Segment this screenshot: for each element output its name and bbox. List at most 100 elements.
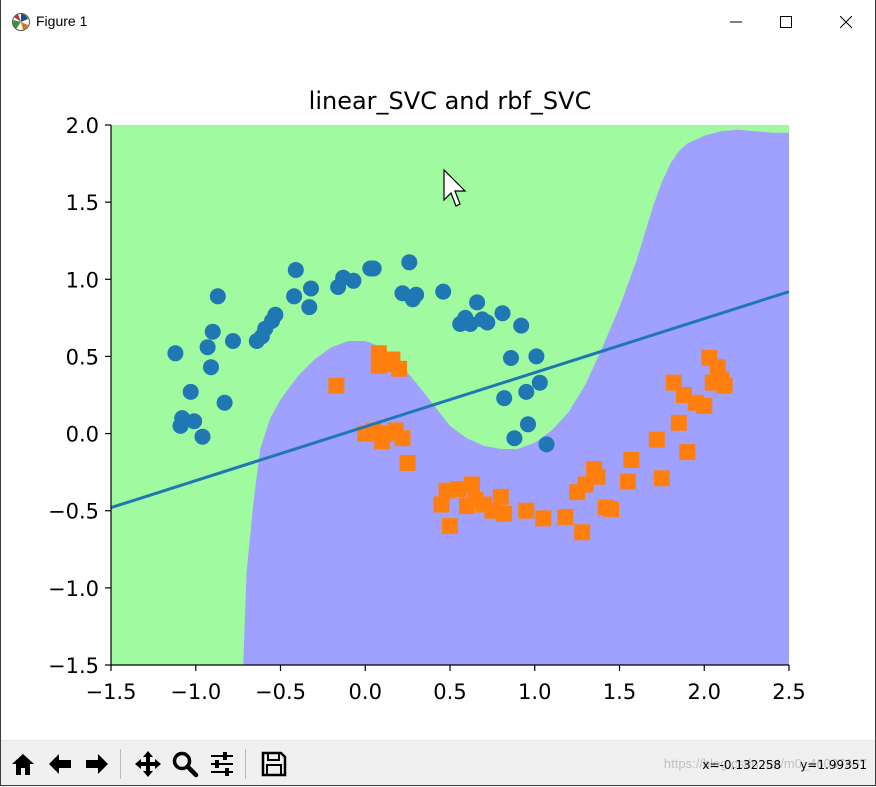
class-1-point (623, 451, 640, 468)
class-0-point (513, 317, 530, 334)
minimize-icon (730, 21, 742, 23)
x-tick-label: −0.5 (255, 680, 306, 704)
configure-subplots-button[interactable] (206, 748, 238, 780)
y-tick-label: 1.5 (66, 191, 99, 215)
class-0-point (204, 323, 221, 340)
class-0-point (496, 390, 513, 407)
zoom-button[interactable] (169, 748, 201, 780)
class-0-point (494, 305, 511, 322)
navigation-toolbar: https://blog.csdn.net/m0_46037687 x=-0.1… (1, 740, 875, 785)
x-tick-label: 0.0 (349, 680, 382, 704)
class-1-point (518, 502, 535, 519)
class-0-point (303, 280, 319, 297)
class-1-point (679, 444, 696, 461)
class-0-point (167, 345, 184, 362)
class-0-point (538, 436, 555, 453)
region-class-1 (243, 129, 789, 665)
class-1-point (620, 473, 636, 490)
class-1-point (450, 481, 467, 498)
class-1-point (648, 431, 665, 448)
class-0-point (182, 383, 199, 400)
x-tick-label: 2.5 (772, 680, 805, 704)
forward-button[interactable] (81, 748, 113, 780)
chart-plot[interactable]: linear_SVC and rbf_SVC −1.5 −1.0 −0.5 0.0 0.… (1, 40, 875, 740)
class-1-point (394, 430, 411, 447)
class-0-point (506, 430, 523, 447)
class-0-point (408, 286, 425, 303)
class-1-point (492, 488, 509, 505)
title-bar[interactable]: Figure 1 (1, 2, 875, 40)
class-0-point (203, 359, 219, 376)
mouse-cursor-icon (443, 168, 467, 207)
x-tick-label: 1.0 (518, 680, 551, 704)
class-1-point (557, 508, 574, 525)
maximize-button[interactable] (763, 4, 809, 40)
class-0-point (435, 283, 452, 300)
matplotlib-logo-icon (12, 13, 30, 31)
class-0-point (186, 413, 203, 430)
arrow-left-icon (49, 754, 71, 774)
class-1-point (696, 397, 713, 414)
floppy-disk-icon (261, 751, 287, 777)
x-tick-label: −1.0 (170, 680, 221, 704)
x-tick-label: 1.5 (603, 680, 636, 704)
maximize-icon (780, 16, 792, 28)
class-0-point (199, 339, 216, 356)
class-1-point (716, 377, 733, 394)
window-title: Figure 1 (36, 13, 88, 29)
arrow-right-icon (86, 754, 108, 774)
class-0-point (194, 428, 211, 445)
class-0-point (287, 262, 304, 278)
class-1-point (589, 468, 606, 485)
cursor-coordinates: x=-0.132258 y=1.99351 (702, 758, 867, 772)
class-1-point (709, 359, 726, 376)
back-button[interactable] (44, 748, 76, 780)
class-1-point (574, 524, 591, 541)
class-0-point (503, 350, 519, 366)
class-1-point (399, 454, 416, 471)
toolbar-separator (120, 749, 121, 779)
class-0-point (286, 288, 303, 305)
save-button[interactable] (258, 748, 290, 780)
sliders-icon (211, 752, 233, 776)
class-1-point (670, 414, 687, 431)
class-0-point (518, 383, 535, 400)
class-0-point (520, 416, 536, 433)
class-0-point (301, 299, 318, 316)
home-button[interactable] (7, 748, 39, 780)
class-1-point (442, 518, 458, 535)
class-1-point (464, 476, 480, 493)
class-0-point (528, 348, 545, 365)
move-icon (135, 751, 161, 777)
class-0-point (209, 288, 226, 305)
class-1-point (653, 470, 670, 487)
y-tick-label: 0.0 (66, 423, 99, 447)
y-tick-label: −0.5 (48, 500, 99, 524)
class-0-point (401, 254, 418, 271)
class-0-point (345, 272, 362, 289)
class-1-point (391, 360, 408, 377)
y-tick-label: 1.0 (66, 268, 99, 292)
class-1-point (665, 374, 682, 391)
close-button[interactable] (823, 4, 869, 40)
y-tick-label: 0.5 (66, 345, 99, 369)
x-tick-label: 2.0 (688, 680, 721, 704)
pan-button[interactable] (132, 748, 164, 780)
class-0-point (216, 394, 233, 411)
y-tick-label: −1.0 (48, 577, 99, 601)
magnifier-icon (172, 751, 199, 778)
class-0-point (469, 294, 486, 311)
linear-svc-boundary (111, 290, 789, 510)
x-tick-label: −1.5 (86, 680, 137, 704)
class-0-point (365, 260, 382, 277)
class-0-point (267, 306, 284, 323)
class-0-point (225, 333, 241, 349)
class-0-point (479, 314, 496, 331)
class-0-point (531, 374, 548, 391)
class-1-point (535, 510, 552, 527)
minimize-button[interactable] (713, 4, 759, 40)
class-1-point (496, 505, 513, 522)
class-1-point (433, 496, 450, 513)
y-tick-label: 2.0 (66, 114, 99, 138)
